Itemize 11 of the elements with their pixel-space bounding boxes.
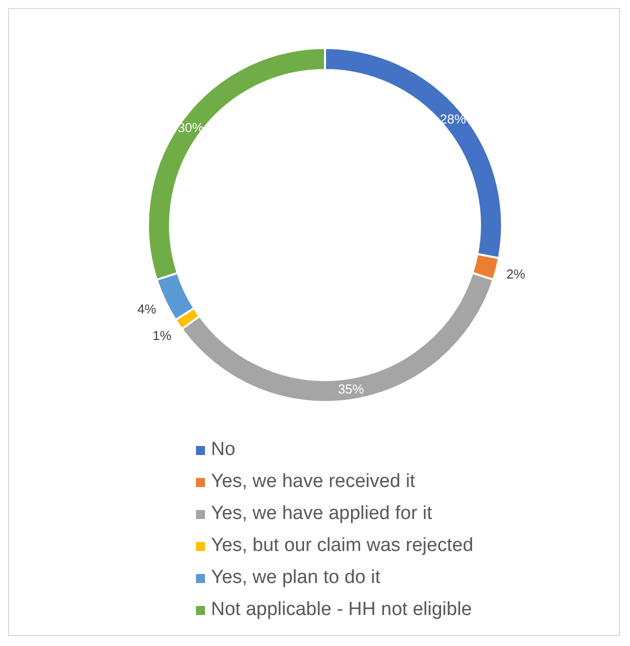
data-label: 28% xyxy=(440,112,466,127)
data-label: 1% xyxy=(152,328,172,344)
data-label: 2% xyxy=(506,266,526,282)
data-label: 35% xyxy=(338,381,364,396)
legend-label: Yes, we plan to do it xyxy=(211,567,380,589)
legend-label: Yes, but our claim was rejected xyxy=(211,535,474,557)
legend-label: No xyxy=(211,439,236,461)
legend-label: Not applicable - HH not eligible xyxy=(211,599,472,621)
legend-label: Yes, we have received it xyxy=(211,471,416,493)
legend-label: Yes, we have applied for it xyxy=(211,503,432,525)
data-label: 4% xyxy=(137,301,157,316)
